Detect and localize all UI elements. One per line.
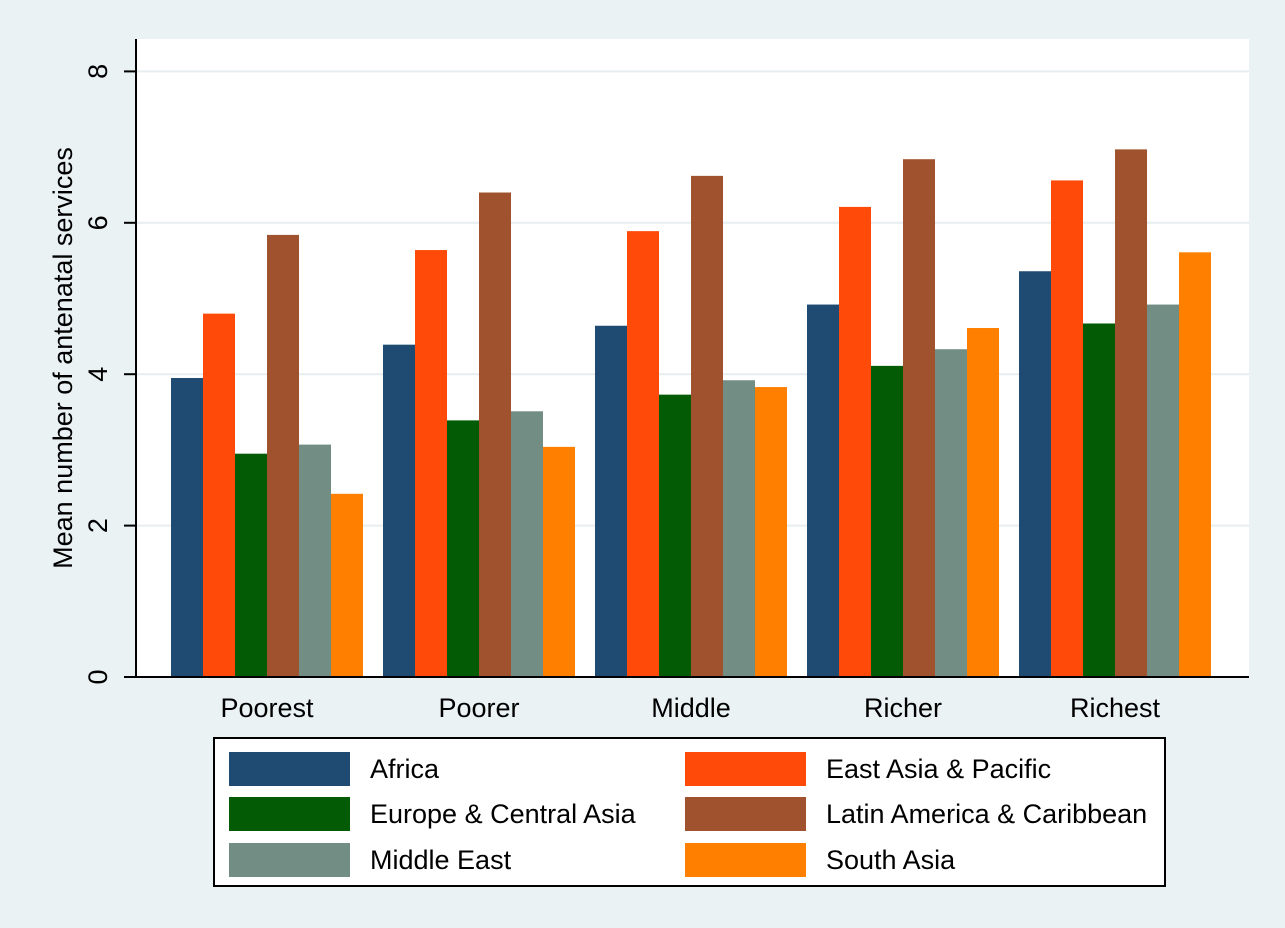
legend-label: Latin America & Caribbean [826,798,1148,829]
bar-africa-richer [807,304,839,677]
legend: Africa East Asia & Pacific Europe & Centra… [213,737,1166,887]
y-axis-title: Mean number of antenatal services [48,147,78,569]
bar-east-asia-pacific-middle [627,231,659,677]
bar-south-asia-richer [967,328,999,677]
bar-south-asia-poorer [543,446,575,677]
bar-africa-poorest [171,377,203,677]
bar-africa-middle [595,325,627,677]
bar-europe-central-asia-middle [659,394,691,677]
bar-latin-america-caribbean-poorest [267,234,299,678]
legend-item-africa: Africa [229,752,439,786]
legend-swatch [229,843,350,877]
bar-east-asia-pacific-richer [839,206,871,677]
legend-item-europe-central-asia: Europe & Central Asia [229,797,636,831]
legend-label: East Asia & Pacific [826,753,1052,784]
bar-east-asia-pacific-poorer [415,250,447,677]
bar-south-asia-richest [1179,252,1211,677]
x-tick-label-poorest: Poorest [220,693,314,723]
legend-label: Europe & Central Asia [370,798,636,829]
bar-middle-east-poorest [299,444,331,677]
bar-europe-central-asia-poorer [447,420,479,677]
bar-africa-poorer [383,344,415,677]
legend-swatch [685,843,806,877]
legend-swatch [229,797,350,831]
bar-latin-america-caribbean-poorer [479,192,511,677]
bar-europe-central-asia-richer [871,365,903,677]
x-tick-label-poorer: Poorer [438,693,519,723]
bar-middle-east-richest [1147,304,1179,677]
legend-item-middle-east: Middle East [229,843,511,877]
y-tick-label-4: 4 [83,367,113,382]
y-tick-label-2: 2 [83,518,113,533]
bar-east-asia-pacific-richest [1051,180,1083,677]
bar-latin-america-caribbean-richest [1115,149,1147,678]
axes [124,39,1249,678]
bar-south-asia-poorest [331,493,363,677]
x-tick-label-richest: Richest [1070,693,1161,723]
x-tick-label-richer: Richer [864,693,942,723]
y-tick-label-8: 8 [83,64,113,79]
bar-east-asia-pacific-poorest [203,313,235,677]
bar-europe-central-asia-poorest [235,453,267,677]
bar-europe-central-asia-richest [1083,323,1115,677]
bar-latin-america-caribbean-middle [691,175,723,677]
bar-middle-east-richer [935,349,967,677]
bar-middle-east-poorer [511,411,543,677]
legend-item-latin-america-caribbean: Latin America & Caribbean [685,797,1147,831]
bar-middle-east-middle [723,380,755,677]
legend-label: Middle East [370,844,512,875]
tick-labels: 0 2 4 6 8 Poorest Poorer Middle Richer Richest [83,64,1161,723]
legend-item-east-asia-pacific: East Asia & Pacific [685,752,1051,786]
bar-south-asia-middle [755,387,787,677]
legend-swatch [229,752,350,786]
bar-latin-america-caribbean-richer [903,159,935,677]
bar-africa-richest [1019,271,1051,677]
legend-swatch [685,752,806,786]
legend-label: Africa [370,753,440,784]
x-tick-label-middle: Middle [651,693,731,723]
y-tick-label-6: 6 [83,215,113,230]
legend-item-south-asia: South Asia [685,843,955,877]
legend-label: South Asia [826,844,956,875]
legend-swatch [685,797,806,831]
y-tick-label-0: 0 [83,669,113,684]
bars [171,149,1211,678]
